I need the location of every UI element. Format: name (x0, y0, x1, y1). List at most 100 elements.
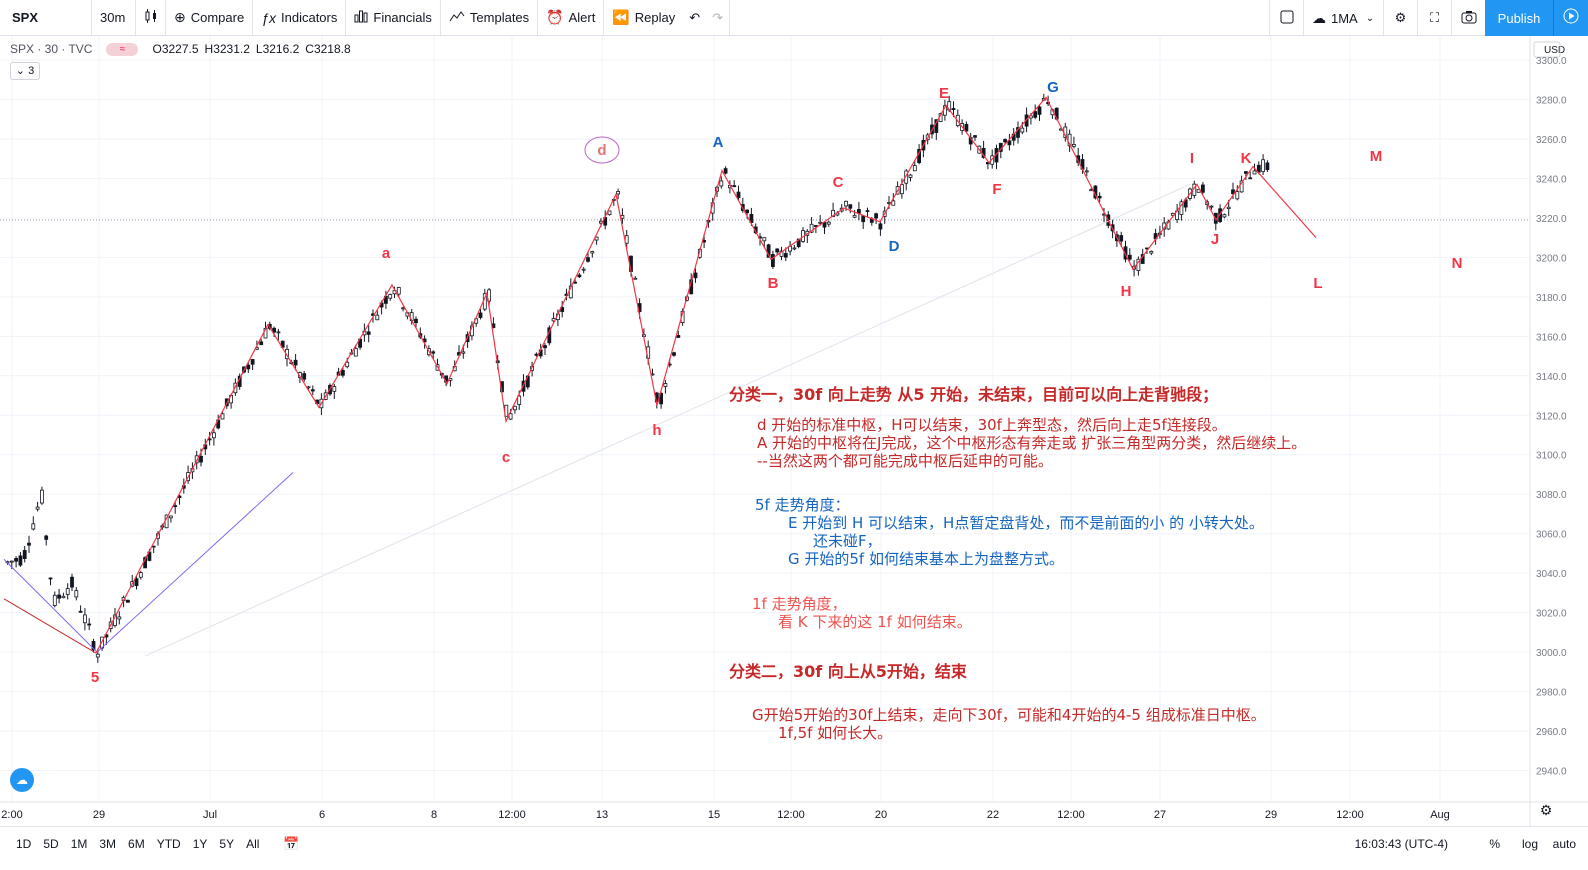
candle-body (543, 345, 547, 349)
candle-body (173, 505, 178, 507)
wave-label-G: G (1047, 79, 1059, 96)
snapshot-button[interactable] (1451, 0, 1485, 36)
interval-button[interactable]: 30m (92, 0, 136, 36)
annotation-line: 看 K 下来的这 1f 如何结束。 (778, 613, 972, 631)
fullscreen-button[interactable]: ⛶ (1417, 0, 1451, 36)
candle-body (1003, 139, 1007, 143)
fullscreen-icon: ⛶ (1429, 10, 1440, 25)
annotation-line: E 开始到 H 可以结束，H点暂定盘背处，而不是前面的小 的 小转大处。 (788, 514, 1264, 532)
indicators-button[interactable]: ƒx Indicators (253, 0, 347, 36)
indicators-collapse-button[interactable]: ⌄ 3 (10, 62, 40, 80)
drawings (3, 96, 1317, 657)
range-ytd[interactable]: YTD (156, 836, 181, 851)
financials-button[interactable]: Financials (346, 0, 441, 36)
range-all[interactable]: All (246, 836, 260, 851)
candle-body (771, 254, 775, 267)
candle-body (95, 653, 100, 658)
legend-close: C3218.8 (305, 42, 351, 56)
range-3m[interactable]: 3M (99, 836, 117, 851)
candle-body (194, 455, 199, 464)
range-5d[interactable]: 5D (43, 836, 59, 851)
templates-icon (449, 9, 465, 26)
candle-body (57, 594, 61, 599)
candle-body (199, 455, 203, 463)
log-toggle[interactable]: log (1521, 837, 1538, 851)
redo-icon: ↷ (712, 9, 724, 25)
candle-body (48, 577, 53, 580)
time-axis: 2:00 29 Jul 6 8 12:00 13 15 12:00 20 22 12:00 27 29 12… (0, 801, 1588, 821)
undo-button[interactable]: ↶ (683, 0, 706, 36)
x-tick-label: 8 (431, 809, 437, 821)
range-6m[interactable]: 6M (128, 836, 145, 851)
y-tick-label: 3120.0 (1536, 411, 1567, 422)
auto-toggle[interactable]: auto (1552, 837, 1576, 851)
candle-body (1239, 180, 1244, 193)
play-button[interactable] (1553, 0, 1588, 36)
wave-label-F: F (992, 181, 1001, 198)
candle-body (590, 251, 595, 254)
candle-body (659, 392, 663, 405)
alert-button[interactable]: ⏰ Alert (538, 0, 605, 36)
candle-body (332, 386, 337, 392)
candle-body (908, 174, 913, 178)
x-tick-label: 6 (319, 809, 325, 821)
wave-label-C: C (833, 174, 844, 191)
candle-body (1007, 140, 1012, 146)
y-tick-label: 3180.0 (1536, 293, 1567, 304)
candle-body (693, 272, 698, 279)
candle-body (52, 594, 57, 606)
range-1m[interactable]: 1M (70, 836, 88, 851)
candle-body (1179, 201, 1184, 215)
candle-body (964, 124, 969, 132)
alarm-clock-icon: ⏰ (546, 9, 564, 25)
candle-body (826, 221, 831, 225)
redo-button[interactable]: ↷ (706, 0, 731, 36)
candle-body (1222, 214, 1227, 218)
candle-body (61, 595, 66, 599)
symbol-search[interactable]: SPX (0, 0, 92, 36)
replay-button[interactable]: ⏪ Replay (612, 9, 676, 25)
legend-status-pill[interactable]: ≈ (106, 42, 139, 56)
candle-body (586, 257, 590, 262)
y-tick-label: 3080.0 (1536, 490, 1567, 501)
candle-body (1037, 106, 1042, 115)
candle-body (44, 535, 49, 540)
x-tick-label: 27 (1154, 809, 1166, 821)
candle-body (31, 523, 36, 530)
candle-body (723, 168, 728, 174)
red-line-left (3, 598, 97, 654)
bar-style-button[interactable] (136, 0, 166, 36)
candle-body (1097, 195, 1102, 199)
candle-body (865, 210, 870, 212)
compare-button[interactable]: ⊕ Compare (166, 0, 254, 36)
candle-body (577, 274, 582, 278)
wave-label-N: N (1452, 255, 1463, 272)
candle-body (211, 432, 216, 439)
tradingview-logo[interactable]: ☁ (10, 768, 34, 792)
save-layout-button[interactable]: ☁ 1MA ⌄ (1303, 0, 1383, 36)
candle-body (375, 314, 380, 321)
y-tick-label: 3160.0 (1536, 332, 1567, 343)
candle-body (736, 191, 741, 199)
axis-settings-button[interactable]: ⚙ (1536, 800, 1556, 820)
settings-button[interactable]: ⚙ (1383, 0, 1417, 36)
calendar-icon[interactable]: 📅 (283, 835, 300, 851)
publish-button[interactable]: Publish (1485, 0, 1553, 36)
candle-body (1149, 250, 1154, 254)
range-1y[interactable]: 1Y (192, 836, 208, 851)
clock[interactable]: 16:03:43 (UTC-4) (1354, 837, 1448, 851)
candle-body (1261, 159, 1265, 172)
candle-body (852, 214, 857, 218)
range-1d[interactable]: 1D (16, 836, 32, 851)
wave-label-J: J (1211, 231, 1219, 248)
wave-label-h: h (652, 422, 661, 439)
layout-button[interactable] (1269, 0, 1303, 36)
percent-toggle[interactable]: % (1489, 837, 1500, 851)
x-tick-label: 29 (1265, 809, 1277, 821)
play-icon (1563, 8, 1579, 29)
templates-button[interactable]: Templates (441, 0, 539, 36)
candle-body (792, 247, 797, 250)
range-5y[interactable]: 5Y (219, 836, 235, 851)
